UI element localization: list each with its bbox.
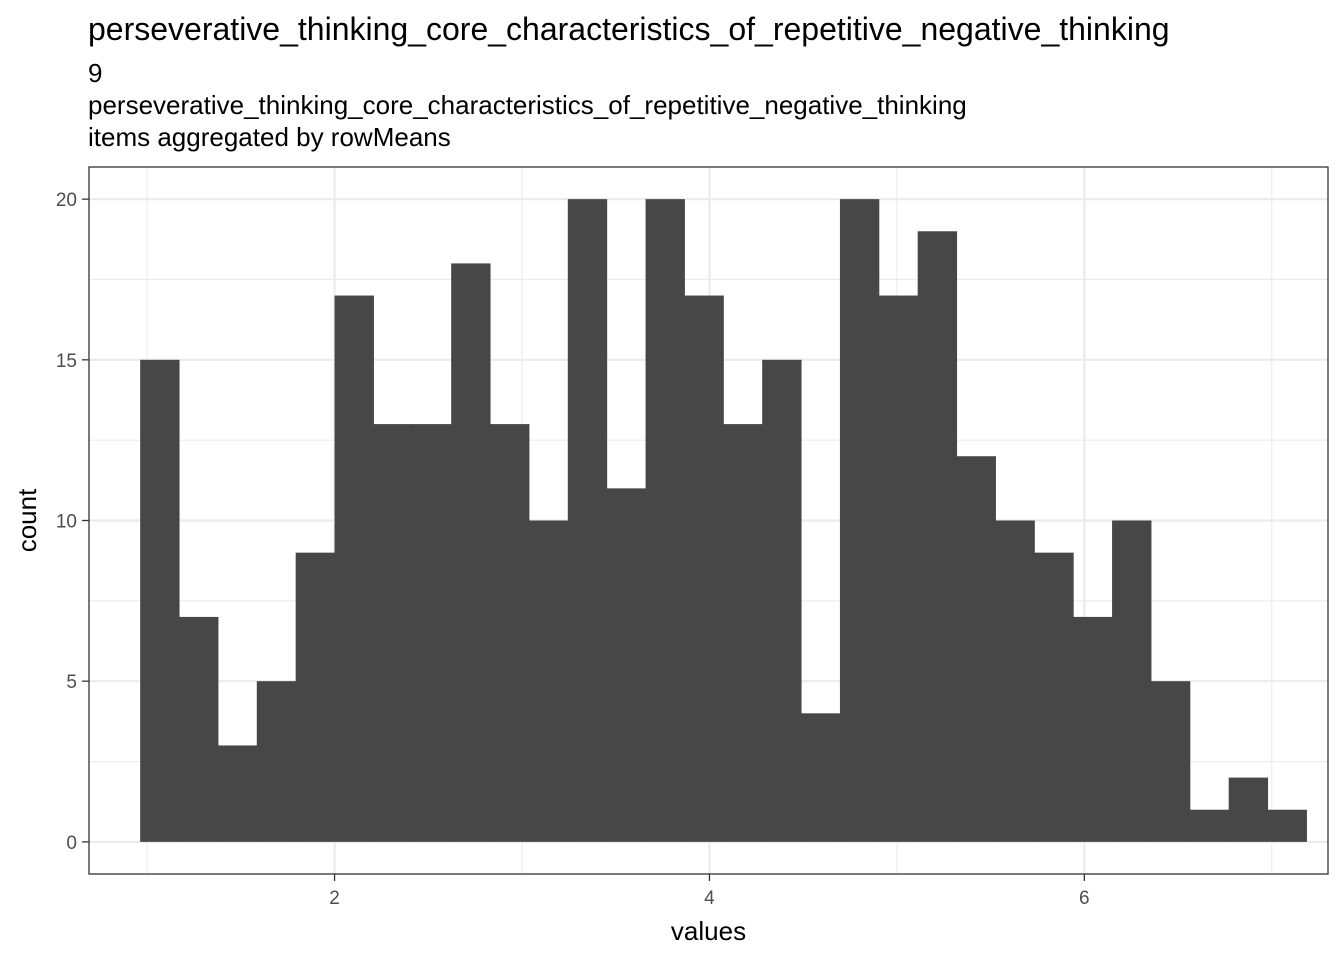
histogram-bar-26 [1150, 681, 1191, 842]
histogram-bar-10 [528, 520, 569, 842]
x-tick-label-2: 6 [1079, 888, 1090, 909]
chart-title: perseverative_thinking_core_characterist… [88, 11, 1170, 47]
histogram-bar-17 [801, 713, 841, 842]
x-axis: 2 4 6 [329, 874, 1090, 909]
x-tick-label-1: 4 [704, 888, 715, 909]
y-tick-label-2: 10 [56, 512, 77, 533]
histogram-bar-21 [956, 456, 996, 842]
histogram-bar-14 [684, 295, 724, 842]
x-axis-title: values [671, 916, 746, 946]
histogram-bar-3 [256, 681, 297, 842]
histogram-bar-22 [995, 520, 1035, 842]
histogram-bar-4 [295, 552, 336, 842]
histogram-bar-1 [179, 616, 219, 842]
y-axis-title: count [12, 488, 42, 552]
y-tick-label-3: 15 [56, 351, 77, 372]
histogram-bar-12 [606, 488, 647, 842]
histogram-bar-16 [762, 359, 802, 842]
chart-subtitle-line-1: 9 [88, 58, 102, 88]
histogram-bar-8 [451, 263, 491, 842]
histogram-bar-29 [1267, 809, 1307, 842]
histogram-bar-20 [917, 231, 958, 842]
histogram-bar-13 [645, 199, 685, 842]
histogram-bar-15 [723, 424, 763, 842]
histogram-bar-0 [140, 359, 180, 842]
histogram-bar-5 [334, 295, 374, 842]
histogram-bars [140, 199, 1307, 842]
histogram-bar-25 [1112, 520, 1152, 842]
histogram-bar-19 [878, 295, 919, 842]
histogram-bar-27 [1189, 809, 1230, 842]
histogram-bar-18 [839, 199, 880, 842]
y-tick-label-4: 20 [56, 190, 77, 211]
histogram-bar-28 [1228, 777, 1269, 842]
histogram-bar-9 [490, 424, 530, 842]
y-tick-label-1: 5 [66, 672, 77, 693]
histogram-bar-6 [373, 424, 413, 842]
chart-subtitle-line-3: items aggregated by rowMeans [88, 122, 451, 152]
y-axis: 0 5 10 15 20 [56, 190, 89, 854]
x-tick-label-0: 2 [329, 888, 340, 909]
histogram-bar-24 [1073, 616, 1113, 842]
histogram-bar-23 [1034, 552, 1074, 842]
chart-subtitle-line-2: perseverative_thinking_core_characterist… [88, 90, 967, 120]
histogram-bar-7 [412, 424, 452, 842]
histogram-bar-11 [567, 199, 608, 842]
y-tick-label-0: 0 [66, 833, 77, 854]
histogram-bar-2 [217, 745, 258, 842]
